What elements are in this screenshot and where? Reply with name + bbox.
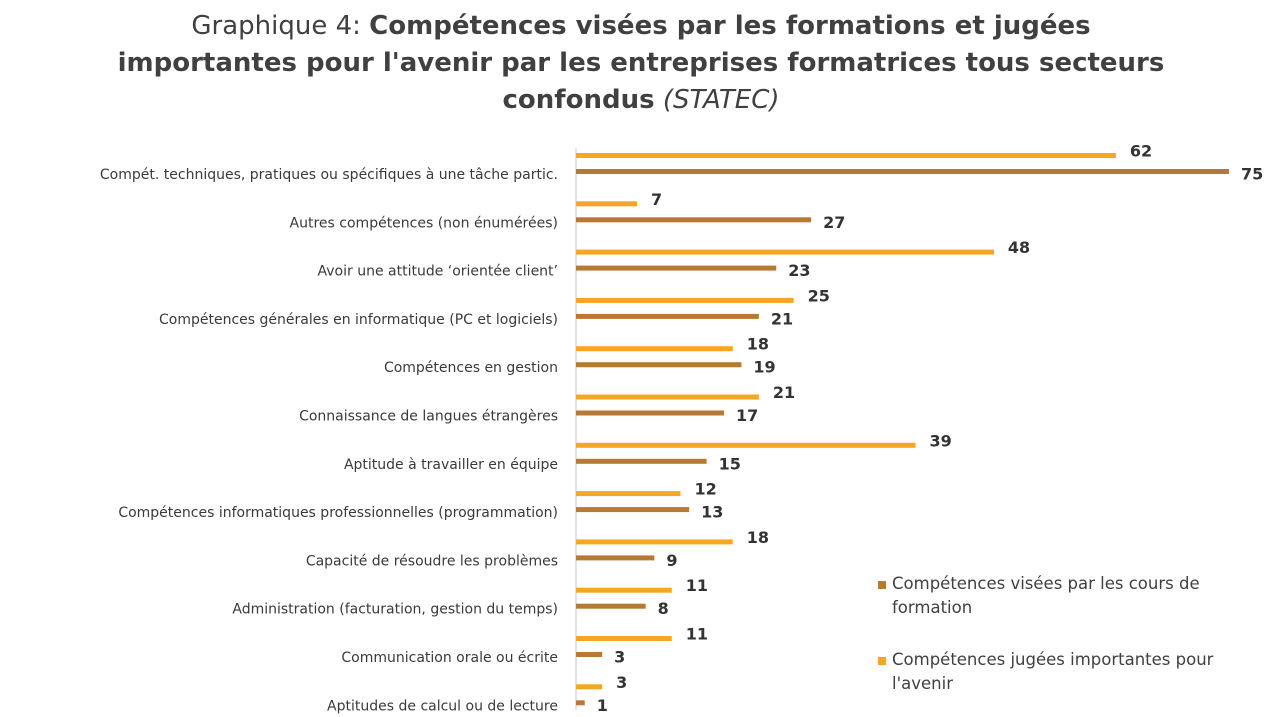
legend-item-avenir: Compétences jugées importantes pour l'av… — [878, 648, 1252, 696]
data-label-formation: 8 — [658, 599, 669, 618]
legend-swatch-avenir — [878, 657, 886, 665]
data-label-formation: 13 — [701, 503, 723, 522]
legend-item-formation: Compétences visées par les cours de form… — [878, 572, 1252, 620]
legend-label-avenir: Compétences jugées importantes pour l'av… — [892, 650, 1214, 693]
bar-formation — [576, 603, 646, 609]
data-label-avenir: 3 — [616, 673, 627, 692]
bar-formation — [576, 507, 690, 513]
legend-swatch-formation — [878, 581, 886, 589]
category-label: Capacité de résoudre les problèmes — [306, 553, 558, 569]
bar-avenir — [576, 684, 603, 690]
data-label-formation: 23 — [788, 261, 810, 280]
data-label-avenir: 12 — [694, 480, 716, 499]
data-label-avenir: 11 — [686, 625, 708, 644]
legend-label-formation: Compétences visées par les cours de form… — [892, 574, 1200, 617]
bar-avenir — [576, 201, 637, 207]
bar-avenir — [576, 249, 994, 255]
bar-avenir — [576, 297, 794, 303]
data-label-formation: 27 — [823, 213, 845, 232]
category-label: Autres compétences (non énumérées) — [290, 215, 558, 231]
bar-formation — [576, 555, 655, 561]
category-label: Compétences en gestion — [384, 360, 558, 376]
category-label: Avoir une attitude ‘orientée client’ — [318, 264, 559, 280]
bar-formation — [576, 458, 707, 464]
bar-formation — [576, 652, 603, 657]
chart-title-lead: Graphique 4: — [191, 11, 361, 41]
bar-avenir — [576, 539, 733, 545]
bar-avenir — [576, 346, 733, 352]
bar-formation — [576, 265, 777, 271]
data-label-avenir: 11 — [686, 576, 708, 595]
category-label: Compét. techniques, pratiques ou spécifi… — [100, 167, 558, 183]
bar-formation — [576, 410, 725, 416]
bar-avenir — [576, 153, 1116, 158]
data-label-avenir: 18 — [747, 528, 769, 547]
bar-formation — [576, 313, 759, 319]
data-label-formation: 1 — [597, 696, 608, 715]
data-label-formation: 9 — [666, 551, 677, 570]
data-label-formation: 21 — [771, 309, 793, 328]
bar-avenir — [576, 587, 672, 593]
bar-formation — [576, 700, 585, 706]
category-label: Aptitudes de calcul ou de lecture — [327, 698, 558, 714]
data-label-formation: 17 — [736, 406, 758, 425]
bar-avenir — [576, 394, 759, 400]
category-label: Connaissance de langues étrangères — [299, 409, 558, 425]
category-label: Aptitude à travailler en équipe — [344, 457, 558, 473]
bar-avenir — [576, 442, 916, 448]
bar-avenir — [576, 491, 681, 497]
bar-formation — [576, 362, 742, 368]
data-label-formation: 19 — [753, 358, 775, 377]
chart-title-source: (STATEC) — [662, 85, 780, 115]
chart-title: Graphique 4: Compétences visées par les … — [100, 8, 1182, 119]
data-label-formation: 3 — [614, 648, 625, 667]
data-label-formation: 75 — [1241, 165, 1263, 184]
data-label-avenir: 21 — [773, 383, 795, 402]
bar-formation — [576, 169, 1229, 174]
data-label-avenir: 39 — [930, 431, 952, 450]
data-label-avenir: 62 — [1130, 142, 1152, 161]
data-label-avenir: 7 — [651, 190, 662, 209]
category-label: Compétences générales en informatique (P… — [159, 312, 558, 328]
data-label-avenir: 48 — [1008, 238, 1030, 257]
category-label: Communication orale ou écrite — [341, 650, 558, 666]
bar-formation — [576, 217, 812, 223]
category-label: Compétences informatiques professionnell… — [118, 505, 558, 521]
chart-title-main: Compétences visées par les formations et… — [117, 11, 1165, 115]
category-label: Administration (facturation, gestion du … — [232, 602, 558, 618]
data-label-formation: 15 — [719, 454, 741, 473]
data-label-avenir: 18 — [747, 335, 769, 354]
data-label-avenir: 25 — [808, 286, 830, 305]
bar-avenir — [576, 636, 672, 641]
